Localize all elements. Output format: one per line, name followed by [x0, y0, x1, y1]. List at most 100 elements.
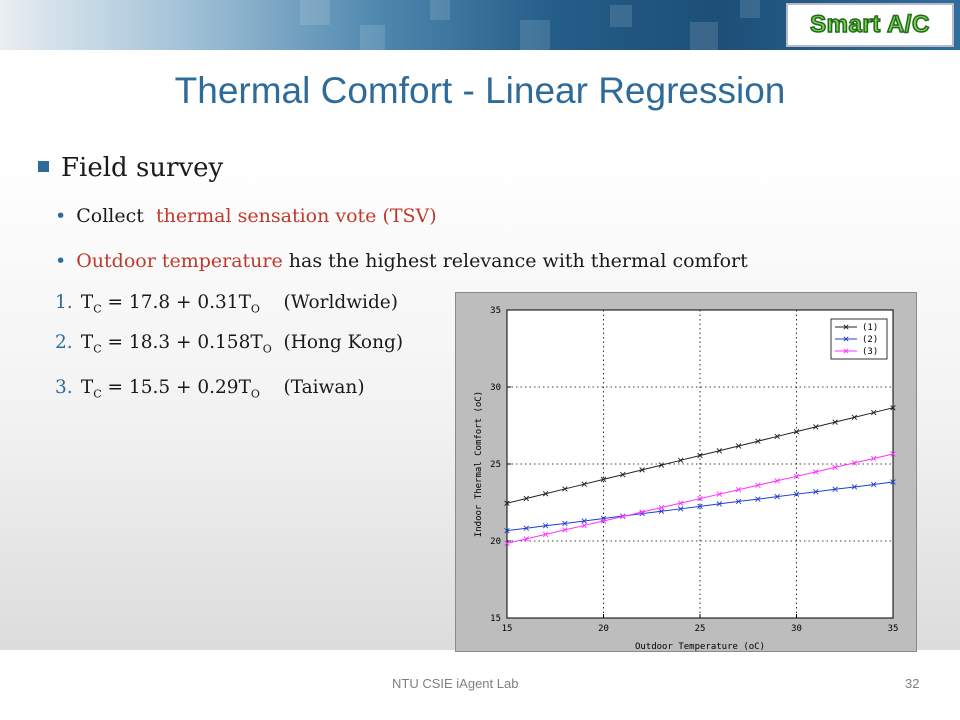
data-point [851, 460, 858, 466]
x-tick-label: 35 [888, 624, 899, 634]
equation-2: 2. TC = 18.3 + 0.158TO (Hong Kong) [55, 332, 404, 356]
slide-title: Thermal Comfort - Linear Regression [174, 70, 786, 111]
equation-3: 3. TC = 15.5 + 0.29TO (Taiwan) [55, 377, 365, 401]
legend-label: (3) [862, 347, 878, 357]
data-point [639, 509, 645, 515]
data-point [620, 513, 626, 520]
sub-highlight: thermal sensation vote (TSV) [155, 205, 437, 227]
data-point [793, 473, 800, 480]
data-point [735, 486, 742, 493]
x-axis-label: Outdoor Temperature (oC) [635, 642, 765, 651]
equation-1: 1. TC = 17.8 + 0.31TO (Worldwide) [55, 292, 398, 316]
sub-bullet-outdoor: • Outdoor temperature has the highest rel… [55, 250, 748, 272]
data-point [562, 520, 568, 527]
data-point [658, 462, 665, 468]
data-point [793, 491, 800, 497]
data-point [581, 481, 587, 487]
data-point [542, 531, 549, 538]
y-axis-label: Indoor Thermal Comfort (oC) [474, 391, 484, 537]
equation-region: (Worldwide) [283, 292, 398, 313]
data-point [542, 523, 549, 529]
data-point [523, 536, 530, 542]
data-point [504, 527, 510, 534]
equation-region: (Taiwan) [283, 377, 365, 398]
data-point [658, 504, 665, 511]
data-point [755, 438, 761, 444]
data-point [832, 419, 838, 425]
equation-number: 1. [55, 292, 73, 313]
dot-bullet-icon: • [55, 250, 67, 272]
data-point [523, 495, 530, 502]
data-point [793, 428, 800, 435]
equation-number: 3. [55, 377, 73, 398]
data-point [890, 405, 896, 411]
data-point [870, 481, 877, 488]
data-point [697, 495, 703, 502]
y-tick-label: 25 [490, 460, 501, 470]
x-tick-label: 15 [502, 624, 513, 634]
legend-label: (2) [862, 335, 878, 345]
data-point [735, 498, 742, 505]
data-point [851, 484, 858, 490]
legend-marker [843, 348, 849, 354]
x-tick-label: 25 [695, 624, 706, 634]
data-point [562, 527, 568, 533]
data-point [600, 518, 607, 524]
equation-number: 2. [55, 332, 73, 353]
data-point [542, 491, 549, 497]
data-point [832, 464, 838, 471]
data-point [523, 525, 530, 531]
data-point [600, 476, 607, 483]
footer-lab: NTU CSIE iAgent Lab [392, 676, 519, 691]
data-point [677, 457, 684, 464]
x-tick-label: 30 [791, 624, 802, 634]
sub-plain: Collect [76, 205, 144, 227]
legend-label: (1) [862, 323, 878, 333]
logo: Smart A/C [786, 3, 954, 47]
square-bullet-icon [38, 161, 49, 172]
data-point [677, 500, 684, 506]
data-point [562, 486, 568, 492]
data-point [697, 503, 703, 510]
data-point [581, 522, 587, 529]
y-tick-label: 30 [490, 383, 501, 393]
data-point [890, 451, 896, 457]
data-point [716, 501, 723, 507]
sub-highlight: Outdoor temperature [76, 250, 283, 272]
dot-bullet-icon: • [55, 205, 67, 227]
sub-rest: has the highest relevance with thermal c… [288, 250, 748, 272]
sub-bullet-tsv: • Collect thermal sensation vote (TSV) [55, 205, 437, 227]
data-point [813, 469, 819, 475]
x-tick-label: 20 [598, 624, 609, 634]
data-point [774, 493, 780, 500]
data-point [620, 471, 626, 478]
data-point [851, 414, 858, 421]
equation-region: (Hong Kong) [283, 332, 404, 353]
chart-frame: 15 20 25 30 35 15 20 25 30 35 Outdoor Temperature … [455, 292, 917, 652]
page-number: 32 [905, 676, 920, 691]
y-tick-label: 15 [490, 614, 501, 624]
y-tick-label: 35 [490, 306, 501, 316]
data-point [774, 433, 780, 440]
data-point [504, 540, 510, 547]
data-point [716, 448, 723, 454]
data-point [870, 455, 877, 462]
data-point [755, 496, 761, 502]
data-point [813, 489, 819, 495]
legend-marker [843, 336, 849, 342]
bullet-text: Field survey [61, 153, 224, 183]
data-point [716, 491, 723, 497]
data-point [870, 409, 877, 416]
data-point [677, 506, 684, 512]
bullet-field-survey: Field survey [38, 153, 223, 183]
y-tick-label: 20 [490, 537, 501, 547]
data-point [504, 500, 510, 506]
legend-marker [843, 324, 849, 330]
data-point [774, 478, 780, 484]
data-point [639, 467, 645, 473]
data-point [735, 443, 742, 449]
data-point [755, 482, 761, 488]
data-point [832, 486, 838, 492]
data-point [581, 518, 587, 524]
